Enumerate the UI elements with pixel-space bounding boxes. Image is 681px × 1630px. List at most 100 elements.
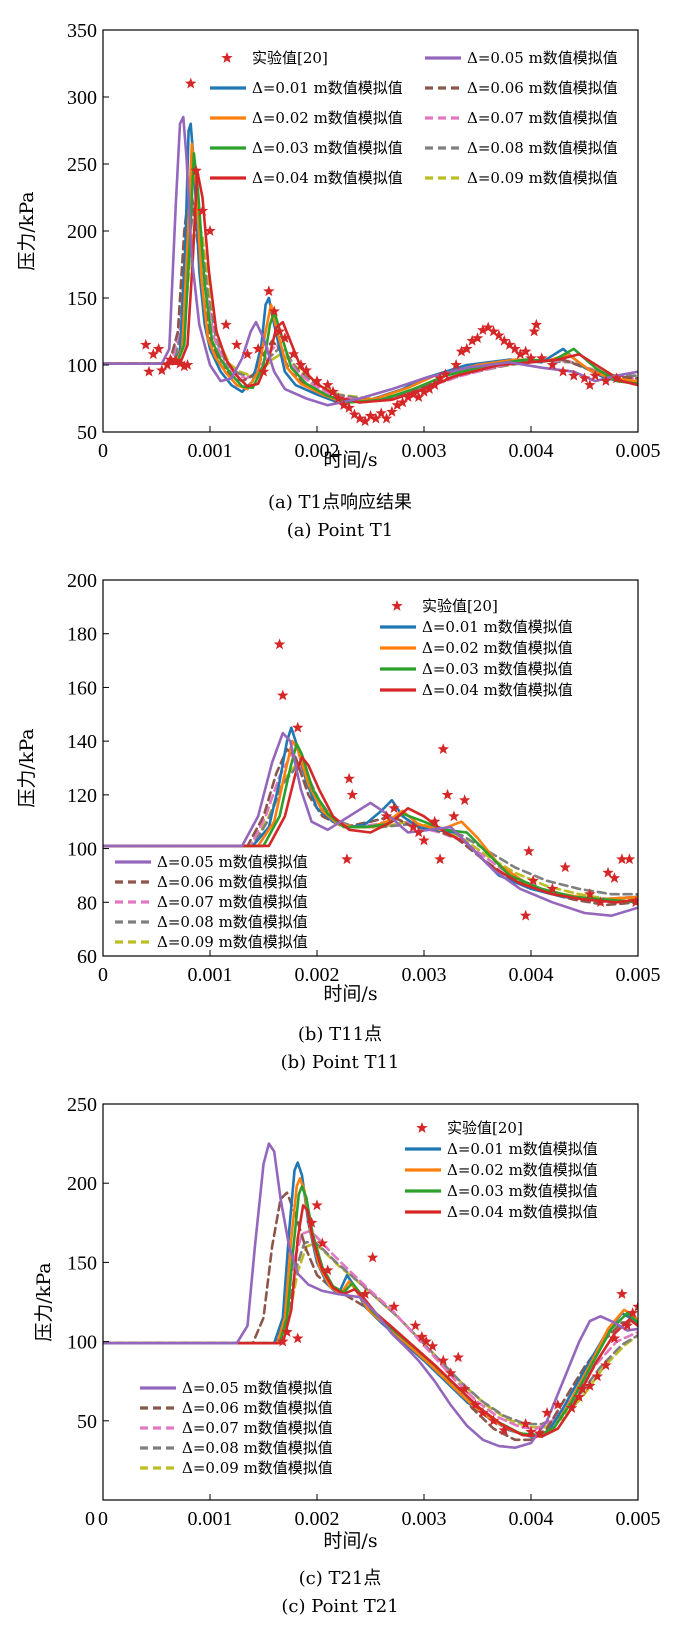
experimental-point [477,1406,489,1418]
experimental-point [437,743,449,755]
experimental-point [359,415,371,427]
experimental-point [626,1307,638,1318]
legend-label-series-5: Δ=0.05 m数值模拟值 [182,1379,333,1397]
experimental-point [530,318,543,330]
experimental-point [528,325,540,337]
y-axis-label: 压力/kPa [16,191,38,270]
y-tick-label: 200 [67,221,97,243]
experimental-point [503,338,516,350]
experimental-point [388,802,400,814]
y-tick-label: 300 [67,87,97,109]
legend-marker-experimental [416,1122,428,1133]
experimental-point [295,359,307,370]
x-tick-label: 0.001 [188,440,233,462]
legend-label-series-6: Δ=0.06 m数值模拟值 [182,1399,333,1417]
legend-label-series-3: Δ=0.03 m数值模拟值 [447,1182,598,1200]
legend-label-experimental: 实验值[20] [422,597,498,615]
experimental-point [568,369,580,381]
experimental-point [450,359,462,370]
experimental-point [418,385,430,397]
legend-label-series-8: Δ=0.08 m数值模拟值 [157,913,308,931]
experimental-point [170,354,182,366]
series-line-4 [103,1204,638,1438]
experimental-point [380,412,393,424]
caption-en: (b) Point T11 [281,1052,400,1073]
caption-cn: (c) T21点 [299,1568,382,1589]
experimental-point [477,324,489,336]
experimental-point [348,408,361,420]
experimental-point [608,872,621,883]
experimental-point [426,1340,439,1352]
caption-en: (a) Point T1 [287,520,393,541]
experimental-point [292,721,304,733]
y-tick-label: 150 [67,1252,97,1274]
experimental-point [573,1391,585,1402]
caption-en: (c) Point T21 [281,1596,398,1617]
experimental-point [514,348,527,360]
experimental-point [439,368,452,380]
chart-b: 0 0.001 0.002 0.003 0.004 0.005 60 80 100 120 140 1… [16,570,661,1073]
y-tick-label: 180 [67,624,97,646]
y-tick-label: 250 [67,1094,97,1116]
y-tick-label: 100 [67,839,97,861]
experimental-point [257,365,270,377]
y-tick-label: 100 [67,1332,97,1354]
legend: Δ=0.05 m数值模拟值 Δ=0.06 m数值模拟值 Δ=0.07 m数值模拟值 Δ… [140,1379,333,1477]
experimental-point [316,1237,329,1249]
legend-label-experimental: 实验值[20] [252,49,328,67]
legend-label-series-6: Δ=0.06 m数值模拟值 [157,873,308,891]
experimental-point [523,845,535,857]
experimental-point [565,1402,578,1413]
x-tick-label: 0 [98,440,108,462]
experimental-point [557,365,569,377]
experimental-point [610,372,623,384]
experimental-point [190,164,202,176]
experimental-point [380,810,393,822]
experimental-point [594,896,607,908]
legend-label-series-6: Δ=0.06 m数值模拟值 [467,79,618,97]
experimental-point [632,1300,638,1312]
experimental-point [178,360,191,372]
experimental-point [375,407,387,419]
experimental-point [498,1424,510,1436]
legend-label-series-5: Δ=0.05 m数值模拟值 [157,853,308,871]
experimental-point [471,332,484,344]
legend-label-series-3: Δ=0.03 m数值模拟值 [422,660,573,678]
plot-area [103,77,638,427]
experimental-point [156,364,168,376]
chart-c: 0 0.001 0.002 0.003 0.004 0.005 50 100 150 200 250… [33,1094,661,1617]
experimental-point [292,1332,304,1344]
experimental-point [445,1367,457,1379]
experimental-point [418,834,430,846]
legend-label-series-3: Δ=0.03 m数值模拟值 [252,139,403,157]
legend-label-series-9: Δ=0.09 m数值模拟值 [467,169,618,187]
experimental-point [623,853,636,865]
experimental-point [359,1288,371,1299]
y-tick-label: 350 [67,20,97,42]
experimental-point [458,1383,471,1394]
y-axis-label: 压力/kPa [33,1262,55,1341]
y-tick-label: 150 [67,288,97,310]
experimental-point [420,1335,432,1347]
experimental-point [519,1417,532,1429]
experimental-point [469,1398,482,1410]
experimental-point [311,1199,323,1211]
experimental-point [552,1398,564,1410]
experimental-point [441,788,454,800]
experimental-point [616,853,628,865]
experimental-point [354,412,366,424]
y-tick-label: 140 [67,731,97,753]
experimental-point [281,1326,293,1337]
experimental-point [509,342,521,354]
x-tick-label: 0.001 [188,1508,233,1530]
plot-area [103,1142,638,1449]
plot-frame [102,1103,639,1501]
experimental-point [185,77,197,89]
origin-label: 0 [85,1508,95,1530]
experimental-point [630,896,638,908]
experimental-point [321,379,334,390]
legend-label-series-8: Δ=0.08 m数值模拟值 [182,1439,333,1457]
x-tick-label: 0.004 [509,1508,554,1530]
experimental-point [409,1319,422,1331]
